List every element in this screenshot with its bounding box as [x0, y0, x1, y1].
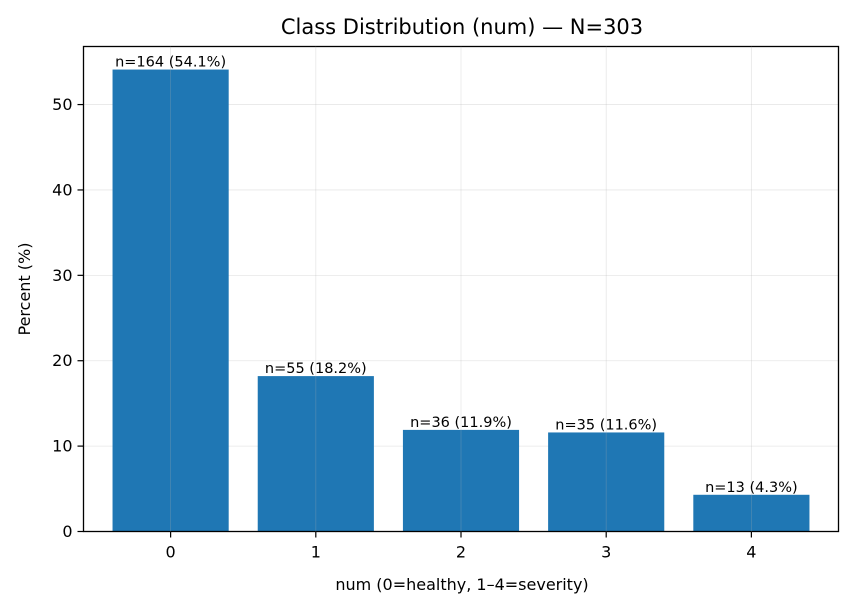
bars-layer — [112, 69, 810, 532]
bar-data-label: n=13 (4.3%) — [705, 480, 798, 496]
bar-data-label: n=164 (54.1%) — [115, 55, 226, 71]
y-tick-label: 0 — [62, 522, 72, 541]
y-tick-label: 50 — [52, 95, 72, 114]
bar-data-label: n=35 (11.6%) — [555, 417, 657, 433]
x-tick-label: 4 — [746, 543, 756, 562]
bar-0 — [112, 69, 229, 532]
bar-4 — [693, 494, 810, 532]
x-tick-label: 0 — [166, 543, 176, 562]
x-tick-label: 2 — [456, 543, 466, 562]
bar-3 — [548, 432, 665, 532]
ticks-layer: 0 10 20 30 40 50 0 1 2 3 4 — [52, 95, 756, 561]
data-labels-layer: n=164 (54.1%) n=55 (18.2%) n=36 (11.9%) n=3… — [115, 46, 798, 532]
bar-data-label: n=55 (18.2%) — [265, 361, 367, 377]
y-tick-label: 40 — [52, 180, 72, 199]
y-tick-label: 20 — [52, 351, 72, 370]
bar-2 — [402, 429, 520, 532]
x-tick-label: 3 — [601, 543, 611, 562]
x-axis-label: num (0=healthy, 1–4=severity) — [335, 575, 588, 594]
chart-title: Class Distribution (num) — N=303 — [281, 15, 643, 39]
bar-data-label: n=36 (11.9%) — [410, 415, 512, 431]
bar-1 — [257, 376, 374, 532]
y-axis-label: Percent (%) — [15, 243, 34, 336]
y-tick-label: 10 — [52, 437, 72, 456]
y-tick-label: 30 — [52, 266, 72, 285]
x-tick-label: 1 — [311, 543, 321, 562]
